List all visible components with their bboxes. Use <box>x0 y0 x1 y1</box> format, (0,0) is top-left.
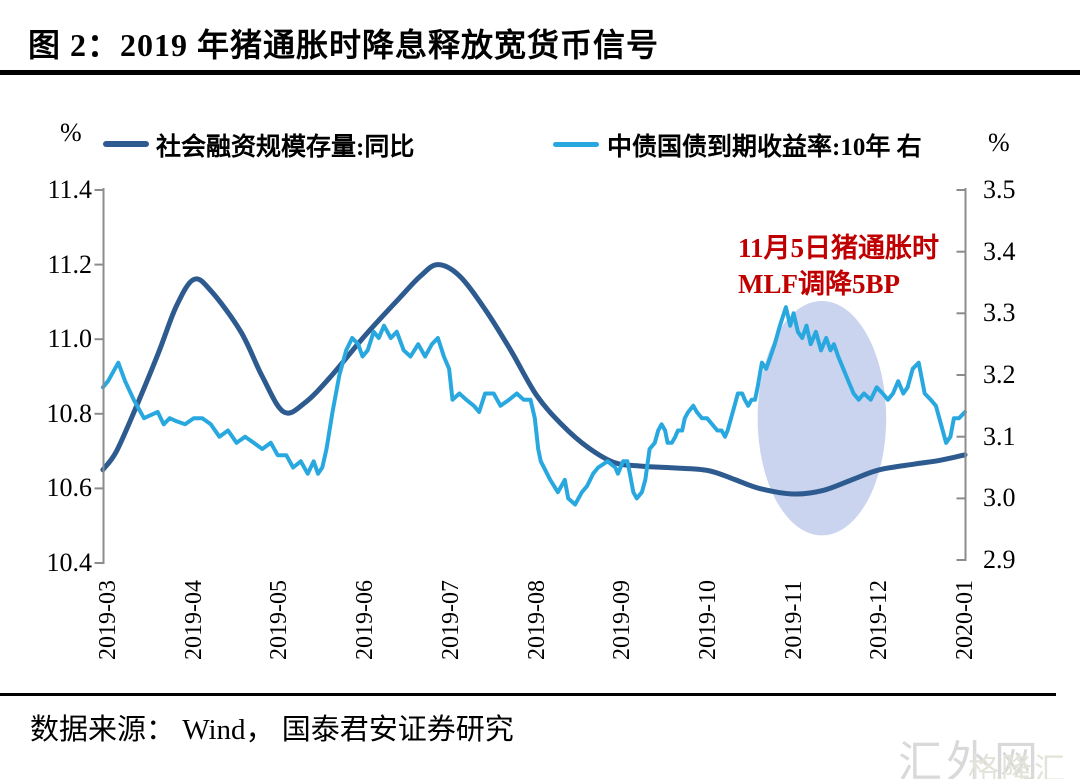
watermark-text: 汇外网 <box>898 738 1042 779</box>
x-axis-tick-label: 2019-08 <box>523 580 550 660</box>
right-axis-unit: % <box>988 128 1010 157</box>
right-axis-tick-label: 3.0 <box>983 483 1016 513</box>
x-axis-tick-label: 2019-03 <box>95 580 121 660</box>
right-axis-tick-label: 3.5 <box>983 175 1016 204</box>
x-axis-tick-label: 2019-04 <box>180 580 207 660</box>
series1-line <box>100 262 968 497</box>
title-rule <box>0 70 1080 75</box>
series1-line-swatch <box>103 141 149 147</box>
data-source-note: 数据来源： Wind， 国泰君安证券研究 <box>30 714 514 746</box>
x-axis-tick-label: 2019-05 <box>266 580 293 660</box>
x-axis-tick-label: 2019-10 <box>694 580 721 660</box>
watermark-secondary-text: 格隆汇 <box>968 752 1067 779</box>
x-axis-tick-label: 2020-01 <box>952 580 978 660</box>
right-axis-tick-label: 3.4 <box>983 236 1016 266</box>
right-axis-tick-label: 3.1 <box>983 421 1016 451</box>
series2-line <box>100 305 967 507</box>
x-axis-tick-label: 2019-11 <box>780 580 807 660</box>
annotation-line-2: MLF调降5BP <box>738 269 900 299</box>
left-axis-tick-label: 11.2 <box>47 249 92 279</box>
annotation-line-1: 11月5日猪通胀时 <box>738 233 940 263</box>
x-axis-tick-label: 2019-12 <box>866 580 893 660</box>
mlf-cut-annotation: 11月5日猪通胀时 MLF调降5BP <box>738 230 939 302</box>
left-axis-unit: % <box>60 118 82 147</box>
right-axis-tick-label: 3.3 <box>983 298 1016 328</box>
bottom-rule <box>0 693 1056 696</box>
left-axis-tick-label: 10.4 <box>46 548 93 577</box>
left-axis-tick-label: 10.8 <box>46 398 93 428</box>
right-axis-tick-label: 3.2 <box>983 360 1016 389</box>
left-axis-tick-label: 11.4 <box>47 175 92 204</box>
x-axis-tick-label: 2019-06 <box>352 580 379 660</box>
left-axis-tick-label: 11.0 <box>47 324 92 354</box>
page-title: 图 2：2019 年猪通胀时降息释放宽货币信号 <box>28 27 660 63</box>
x-axis-tick-label: 2019-07 <box>437 580 464 660</box>
left-axis-tick-label: 10.6 <box>46 473 93 503</box>
x-axis-tick-label: 2019-09 <box>609 580 636 660</box>
series2-line-swatch <box>553 142 599 147</box>
right-axis-tick-label: 2.9 <box>983 545 1016 575</box>
series2-legend-label: 中债国债到期收益率:10年 右 <box>607 134 922 161</box>
series1-legend-label: 社会融资规模存量:同比 <box>156 134 415 161</box>
